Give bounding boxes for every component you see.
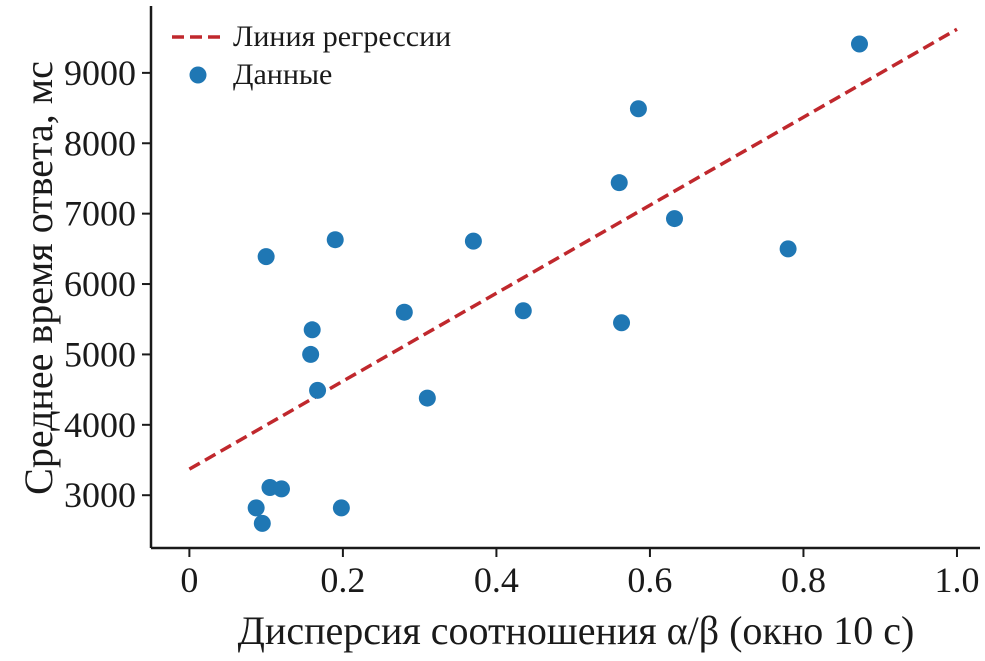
x-axis-title: Дисперсия соотношения α/β (окно 10 с)	[238, 608, 915, 653]
data-point	[395, 303, 413, 321]
data-point	[610, 174, 628, 192]
data-point	[665, 210, 683, 228]
y-tick-label: 5000	[64, 334, 136, 374]
data-point	[253, 514, 271, 532]
data-point	[257, 248, 275, 266]
y-tick-label: 6000	[64, 264, 136, 304]
y-tick-label: 9000	[64, 53, 136, 93]
data-point	[779, 240, 797, 258]
legend: Линия регрессии Данные	[172, 20, 451, 91]
y-tick-label: 8000	[64, 123, 136, 163]
plot-area	[188, 27, 958, 532]
x-tick-label: 0	[180, 560, 198, 600]
x-tick-label: 1.0	[934, 560, 979, 600]
data-point	[332, 499, 350, 517]
data-point	[464, 232, 482, 250]
x-tick-label: 0.2	[320, 560, 365, 600]
data-point	[272, 480, 290, 498]
data-point	[418, 389, 436, 407]
data-point	[302, 345, 320, 363]
x-tick-label: 0.8	[781, 560, 826, 600]
x-tick-label: 0.4	[474, 560, 519, 600]
x-tick-label: 0.6	[627, 560, 672, 600]
legend-data-label: Данные	[233, 58, 332, 91]
legend-regression-label: Линия регрессии	[233, 20, 451, 53]
y-tick-label: 7000	[64, 194, 136, 234]
data-points	[247, 35, 868, 532]
data-point	[613, 314, 631, 332]
regression-line	[188, 27, 958, 471]
y-ticks: 3000 4000 5000 6000 7000 8000 9000	[64, 53, 151, 515]
data-point	[514, 302, 532, 320]
data-point	[629, 100, 647, 118]
data-point	[326, 231, 344, 249]
y-axis-title: Среднее время ответа, мс	[16, 61, 61, 495]
data-point	[850, 35, 868, 53]
x-ticks: 0 0.2 0.4 0.6 0.8 1.0	[180, 548, 979, 600]
y-tick-label: 3000	[64, 475, 136, 515]
data-point	[309, 381, 327, 399]
axes	[149, 6, 980, 550]
data-point	[247, 499, 265, 517]
legend-data-marker	[189, 66, 207, 84]
data-point	[303, 321, 321, 339]
y-tick-label: 4000	[64, 405, 136, 445]
